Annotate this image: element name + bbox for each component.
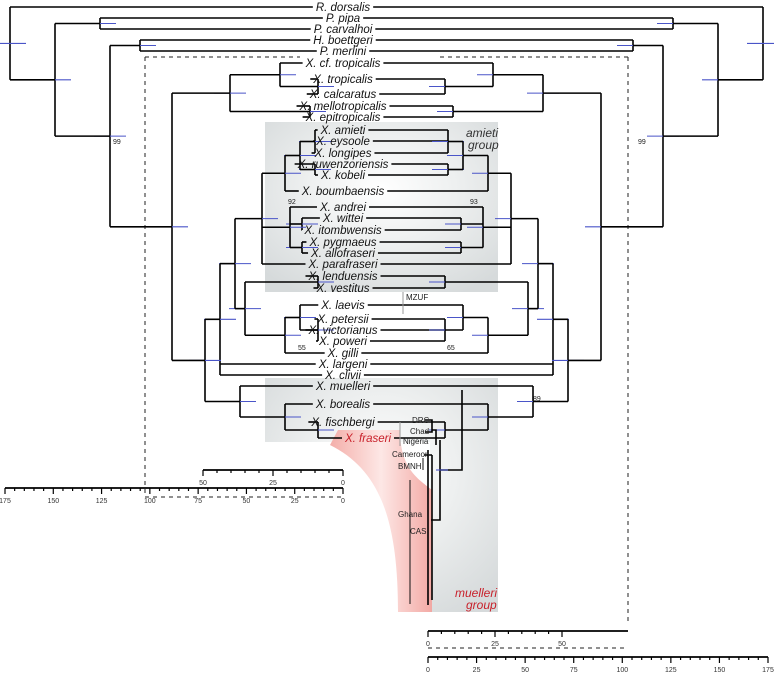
taxon-label: X. pygmaeus (308, 237, 376, 249)
right-inset-axis-tick-label: 25 (491, 641, 499, 648)
taxon-label: X. calcaratus (309, 89, 377, 101)
taxon-label: X. wittei (322, 213, 364, 225)
taxon-label: X. largeni (318, 359, 368, 371)
left-main-axis-tick-label: 50 (243, 498, 251, 505)
locality-mzuf: MZUF (406, 293, 428, 302)
time-axes: 50 25 0 175 150 125 100 75 50 25 0 0 25 50 0 25 50 75 100 1… (0, 469, 774, 674)
locality-nigeria: Nigeria (403, 437, 429, 446)
right-main-axis-tick-label: 25 (473, 667, 481, 674)
taxon-label: X. laevis (320, 300, 365, 312)
left-main-axis-tick-label: 0 (341, 498, 345, 505)
muelleri-group-label: muelleri (455, 586, 497, 600)
taxon-label: P. pipa (326, 13, 360, 25)
right-main-axis-tick-label: 75 (570, 667, 578, 674)
taxon-label: X. eysoole (315, 136, 370, 148)
right-main-axis-tick-label: 100 (616, 667, 628, 674)
taxon-label: X. fraseri (344, 433, 391, 445)
right-main-axis-tick-label: 125 (665, 667, 677, 674)
taxon-label: X. lenduensis (307, 271, 377, 283)
taxon-label: X. boumbaensis (301, 186, 385, 198)
muelleri-group-label-2: group (466, 598, 497, 612)
taxon-label: X. gilli (327, 348, 359, 360)
left-inset-axis-tick-label: 25 (269, 480, 277, 487)
taxon-label: X. ruwenzoriensis (297, 159, 389, 171)
taxon-label: X. epitropicalis (305, 112, 381, 124)
right-main-axis-tick-label: 175 (762, 667, 774, 674)
taxon-label: X. longipes (314, 148, 372, 160)
locality-chad: Chad (410, 427, 429, 436)
taxon-label: X. vestitus (315, 283, 369, 295)
taxon-label: X. allofraseri (310, 248, 375, 260)
taxon-label: X. clivii (324, 370, 361, 382)
fraseri-shade (330, 430, 432, 612)
taxon-label: R. dorsalis (316, 2, 371, 14)
left-inset-axis-tick-label: 50 (199, 480, 207, 487)
taxon-label: X. itombwensis (303, 225, 382, 237)
locality-ghana: Ghana (398, 510, 423, 519)
fraseri-extension (399, 292, 463, 605)
support-right-root: 99 (638, 139, 646, 146)
taxon-label: X. muelleri (315, 381, 371, 393)
left-main-axis-tick-label: 100 (144, 498, 156, 505)
amieti-group-label-2: group (468, 138, 499, 152)
right-main-axis-tick-label: 0 (426, 667, 430, 674)
dashed-guides (144, 56, 629, 649)
right-inset-axis-tick-label: 0 (426, 641, 430, 648)
right-main-axis-tick-label: 150 (714, 667, 726, 674)
left-main-axis-tick-label: 175 (0, 498, 11, 505)
right-tree (361, 6, 774, 439)
taxon-label: X. victorianus (307, 325, 377, 337)
taxon-label: X. poweri (318, 336, 367, 348)
taxon-label: X. amieti (320, 125, 366, 137)
taxon-label: X. tropicalis (312, 74, 373, 86)
support-right-muelleri: 89 (533, 396, 541, 403)
taxon-label: P. merlini (320, 46, 367, 58)
left-main-axis-tick-label: 125 (96, 498, 108, 505)
locality-cas: CAS (410, 527, 426, 536)
right-inset-axis-tick-label: 50 (558, 641, 566, 648)
taxon-label: X. andrei (319, 202, 366, 214)
locality-cameroon: Cameroon (392, 450, 429, 459)
taxon-label: X. mellotropicalis (299, 101, 387, 113)
taxon-label: X. parafraseri (307, 259, 377, 271)
taxon-label: P. carvalhoi (314, 24, 373, 36)
left-tree (0, 6, 342, 439)
locality-bmnh: BMNH (398, 462, 422, 471)
left-main-axis-tick-label: 25 (291, 498, 299, 505)
support-right-amieti: 93 (470, 199, 478, 206)
taxon-label: X. borealis (315, 399, 371, 411)
left-inset-axis-tick-label: 0 (341, 480, 345, 487)
locality-drc: DRC (412, 416, 430, 425)
support-left-amieti: 92 (288, 199, 296, 206)
taxon-label: H. boettgeri (313, 35, 373, 47)
taxon-label: X. fischbergi (310, 417, 375, 429)
amieti-group-label: amieti (466, 126, 498, 140)
muelleri-group-shade (265, 378, 498, 612)
left-main-axis-tick-label: 150 (47, 498, 59, 505)
taxon-label: X. cf. tropicalis (305, 58, 381, 70)
left-main-axis-tick-label: 75 (194, 498, 202, 505)
support-left-laevis: 55 (298, 345, 306, 352)
support-right-laevis: 65 (447, 345, 455, 352)
right-main-axis-tick-label: 50 (521, 667, 529, 674)
taxon-label: X. kobeli (320, 170, 366, 182)
taxon-label: X. petersii (316, 314, 369, 326)
support-left-root: 99 (113, 139, 121, 146)
